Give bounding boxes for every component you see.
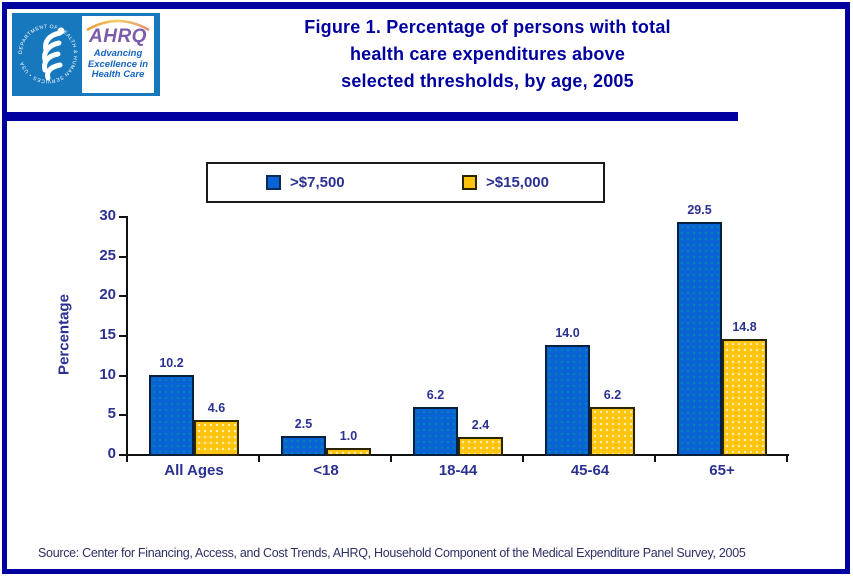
x-category-label: All Ages bbox=[164, 462, 224, 479]
bar-value-label: 10.2 bbox=[159, 356, 184, 370]
title-line-3: selected thresholds, by age, 2005 bbox=[341, 71, 634, 91]
y-tick-label: 10 bbox=[99, 365, 116, 383]
legend-item-15000: >$15,000 bbox=[462, 164, 549, 201]
bar->$7,500-<18 bbox=[281, 436, 326, 456]
y-tick-label: 15 bbox=[99, 326, 116, 343]
y-axis-tick bbox=[119, 335, 127, 337]
y-axis-title: Percentage bbox=[55, 294, 73, 375]
bar->$15,000-65+ bbox=[722, 339, 767, 456]
bar-value-label: 6.2 bbox=[603, 388, 622, 402]
bar->$15,000-<18 bbox=[326, 448, 371, 456]
ahrq-hhs-logo: DEPARTMENT OF HEALTH & HUMAN SERVICES • … bbox=[12, 13, 160, 96]
source-note: Source: Center for Financing, Access, an… bbox=[38, 546, 746, 560]
legend-item-7500: >$7,500 bbox=[266, 164, 345, 201]
x-category-label: 65+ bbox=[709, 462, 735, 479]
x-axis-tick bbox=[126, 455, 128, 462]
bar->$15,000-45-64 bbox=[590, 407, 635, 456]
x-axis-tick bbox=[390, 455, 392, 462]
bar->$7,500-45-64 bbox=[545, 345, 590, 456]
y-axis-tick bbox=[119, 374, 127, 377]
y-axis-tick bbox=[119, 216, 127, 218]
bar-value-label: 14.8 bbox=[732, 320, 757, 334]
hhs-eagle-icon: DEPARTMENT OF HEALTH & HUMAN SERVICES • … bbox=[18, 24, 78, 84]
bar-value-label: 4.6 bbox=[207, 401, 226, 415]
tagline-line: Advancing bbox=[93, 48, 143, 59]
bar->$15,000-All Ages bbox=[194, 420, 239, 456]
title-line-2: health care expenditures above bbox=[349, 44, 626, 64]
chart-title: Figure 1. Percentage of persons with tot… bbox=[225, 14, 750, 95]
y-axis-tick bbox=[119, 454, 127, 456]
legend-label: >$7,500 bbox=[290, 174, 345, 191]
bar-value-label: 6.2 bbox=[426, 388, 445, 402]
bar-value-label: 14.0 bbox=[555, 326, 580, 340]
title-divider-bar bbox=[2, 112, 738, 121]
legend-label: >$15,000 bbox=[486, 174, 549, 191]
ahrq-arc-icon bbox=[86, 19, 150, 31]
x-axis-tick bbox=[786, 455, 788, 462]
x-category-label: <18 bbox=[313, 462, 339, 479]
x-axis-tick bbox=[522, 455, 524, 462]
x-category-label: 45-64 bbox=[570, 462, 610, 479]
ahrq-wordmark-panel: AHRQ Advancing Excellence in Health Care bbox=[82, 16, 154, 93]
y-tick-label: 20 bbox=[99, 286, 116, 304]
legend-swatch-blue bbox=[266, 175, 281, 190]
legend-swatch-yellow bbox=[462, 175, 477, 190]
y-tick-label: 30 bbox=[99, 207, 116, 224]
y-tick-label: 5 bbox=[107, 405, 116, 423]
title-line-1: Figure 1. Percentage of persons with tot… bbox=[304, 17, 671, 37]
bar-value-label: 29.5 bbox=[687, 203, 712, 217]
tagline-line: Health Care bbox=[91, 69, 145, 80]
bar->$15,000-18-44 bbox=[458, 437, 503, 456]
y-axis-tick bbox=[119, 414, 127, 417]
bar-value-label: 2.4 bbox=[471, 418, 490, 432]
y-axis-tick bbox=[119, 295, 127, 298]
hhs-seal: DEPARTMENT OF HEALTH & HUMAN SERVICES • … bbox=[15, 16, 81, 93]
y-axis bbox=[126, 216, 128, 457]
bar->$7,500-65+ bbox=[677, 222, 722, 456]
y-axis-tick bbox=[119, 255, 127, 258]
bar->$7,500-All Ages bbox=[149, 375, 194, 456]
ahrq-tagline: Advancing Excellence in Health Care bbox=[87, 48, 149, 81]
y-tick-label: 0 bbox=[107, 445, 116, 462]
x-axis-tick bbox=[654, 455, 656, 462]
tagline-line: Excellence in bbox=[87, 58, 149, 70]
x-axis-tick bbox=[258, 455, 260, 462]
bar-value-label: 2.5 bbox=[294, 417, 313, 431]
ahrq-acronym: AHRQ bbox=[89, 26, 147, 47]
y-tick-label: 25 bbox=[99, 246, 116, 264]
bar->$7,500-18-44 bbox=[413, 407, 458, 456]
bar-value-label: 1.0 bbox=[339, 429, 358, 443]
chart-legend: >$7,500 >$15,000 bbox=[206, 162, 605, 203]
x-category-label: 18-44 bbox=[438, 462, 478, 479]
